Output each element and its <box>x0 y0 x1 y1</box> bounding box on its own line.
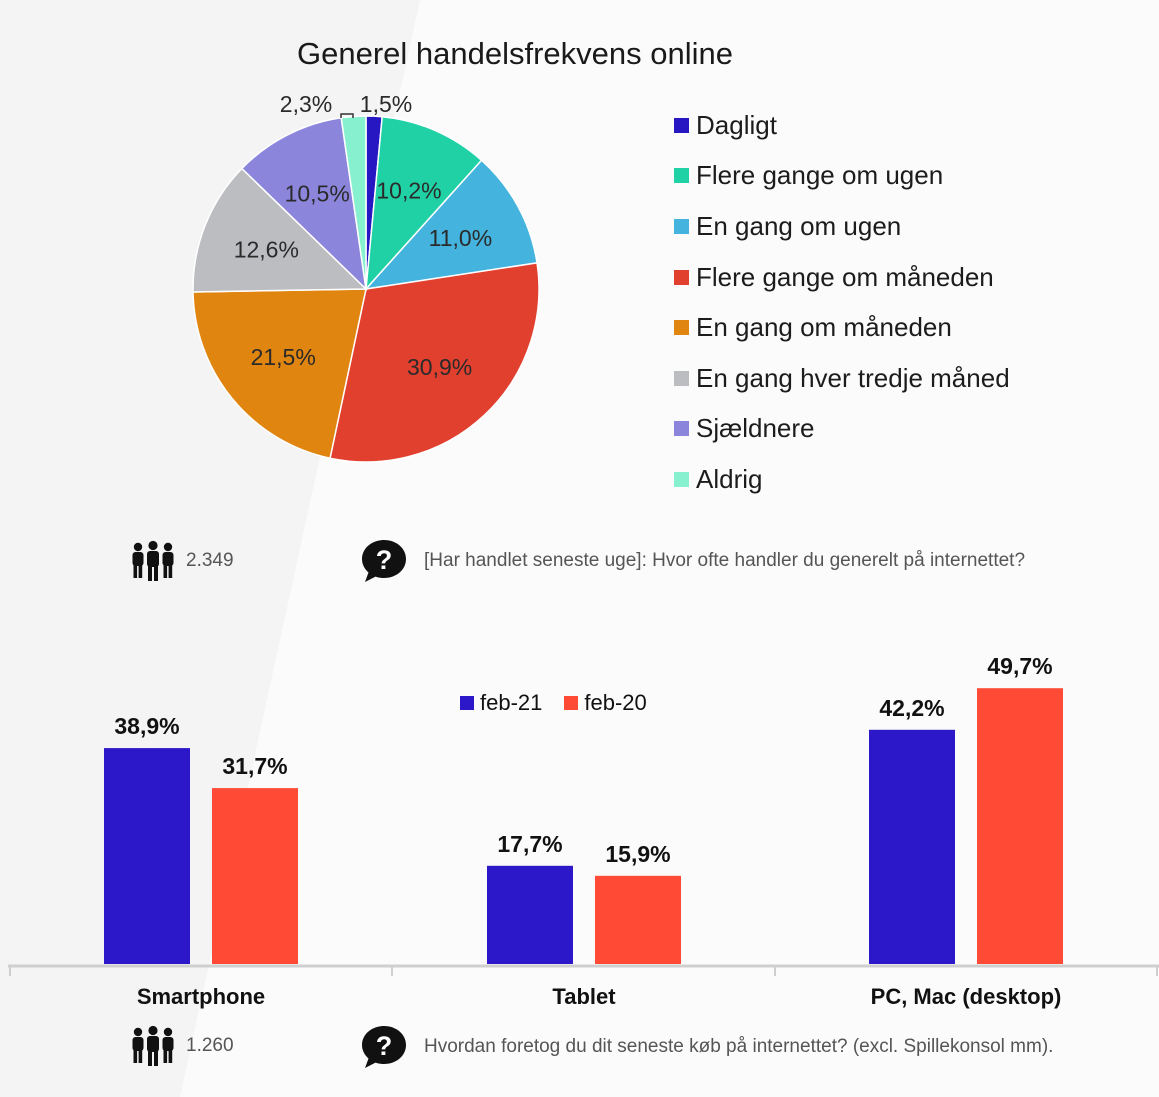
question-bubble-icon: ? <box>362 1026 406 1068</box>
x-tick-label: Smartphone <box>136 984 266 1009</box>
legend-item: Aldrig <box>674 454 1010 505</box>
legend-item: Sjældnere <box>674 404 1010 455</box>
pie-data-label: 30,9% <box>407 354 472 380</box>
bar-data-label: 42,2% <box>879 695 944 721</box>
bar-data-label: 15,9% <box>605 841 670 867</box>
legend-swatch <box>674 168 689 184</box>
legend-label: feb-21 <box>480 690 543 715</box>
people-icon <box>132 1025 174 1066</box>
bar-data-label: 38,9% <box>114 713 179 739</box>
x-tick-label: PC, Mac (desktop) <box>870 984 1062 1009</box>
pie-slice-sjældnere <box>240 116 368 292</box>
legend-swatch <box>674 218 689 234</box>
bar-question-text: Hvordan foretog du dit seneste køb på in… <box>424 1036 1054 1057</box>
pie-data-label: 12,6% <box>234 237 299 263</box>
pie-slice-en-gang-hver-tredje-måned <box>192 167 368 293</box>
pie-chart-title: Generel handelsfrekvens online <box>297 36 733 71</box>
legend-item: En gang om ugen <box>674 201 1010 252</box>
bar-data-label: 31,7% <box>222 753 287 779</box>
pie-slice-flere-gange-om-måneden <box>329 262 540 463</box>
legend-item: Flere gange om måneden <box>674 252 1010 303</box>
svg-text:?: ? <box>376 545 393 575</box>
legend-swatch <box>674 421 689 437</box>
bar-feb-20 <box>595 875 681 964</box>
people-icon <box>132 540 174 581</box>
legend-item: En gang om måneden <box>674 302 1010 353</box>
question-bubble-icon: ? <box>362 540 406 582</box>
bar-feb-21 <box>104 748 190 964</box>
legend-label: En gang hver tredje måned <box>696 362 1010 393</box>
pie-leader-line <box>340 113 354 118</box>
pie-data-label: 21,5% <box>251 344 316 370</box>
pie-chart: 1,5% 10,2% 11,0% 30,9% 21,5% 12,6% 10,5% 2,3% <box>192 91 540 463</box>
bar-feb-20 <box>977 688 1063 964</box>
legend-swatch <box>674 370 689 386</box>
legend-swatch <box>674 320 689 336</box>
legend-label: En gang om måneden <box>696 312 952 343</box>
legend-swatch <box>564 696 579 710</box>
pie-data-label: 2,3% <box>280 91 332 117</box>
pie-data-label: 10,2% <box>376 178 441 204</box>
pie-data-label: 11,0% <box>429 225 493 251</box>
bar-data-label: 49,7% <box>987 653 1052 679</box>
legend-swatch <box>674 269 689 285</box>
bar-respondents: 1.260 <box>130 1025 234 1067</box>
bar-question: ? Hvordan foretog du dit seneste køb på … <box>360 1024 1053 1070</box>
legend-label: Dagligt <box>696 109 777 140</box>
bar-respondents-count: 1.260 <box>186 1035 234 1056</box>
pie-question: ? [Har handlet seneste uge]: Hvor ofte h… <box>360 538 1025 584</box>
legend-item: Dagligt <box>674 100 1010 151</box>
legend-item: Flere gange om ugen <box>674 151 1010 202</box>
legend-label: En gang om ugen <box>696 210 902 241</box>
pie-question-text: [Har handlet seneste uge]: Hvor ofte han… <box>424 550 1026 571</box>
bar-legend: feb-21 feb-20 <box>460 690 669 716</box>
pie-legend: Dagligt Flere gange om ugen En gang om uge… <box>674 100 1010 505</box>
bar-feb-21 <box>869 729 955 964</box>
legend-label: Flere gange om måneden <box>696 261 994 292</box>
pie-data-label: 1,5% <box>360 91 412 117</box>
legend-swatch <box>674 471 689 487</box>
pie-slice-en-gang-om-ugen <box>364 159 538 291</box>
pie-slice-flere-gange-om-ugen <box>365 115 483 292</box>
bar-feb-20 <box>212 788 298 964</box>
legend-swatch <box>460 696 474 710</box>
bar-feb-21 <box>487 865 573 964</box>
bar-legend-item: feb-21 <box>460 690 542 716</box>
legend-label: feb-20 <box>584 690 647 715</box>
legend-item: En gang hver tredje måned <box>674 353 1010 404</box>
legend-label: Flere gange om ugen <box>696 160 944 191</box>
pie-data-label: 10,5% <box>285 181 350 207</box>
pie-respondents: 2.349 <box>130 540 234 582</box>
svg-text:?: ? <box>376 1031 393 1061</box>
legend-label: Sjældnere <box>696 413 815 444</box>
legend-swatch <box>674 117 689 133</box>
legend-label: Aldrig <box>696 463 763 494</box>
bar-data-label: 17,7% <box>497 831 562 857</box>
x-tick-label: Tablet <box>552 984 616 1009</box>
pie-slice-en-gang-om-måneden <box>192 288 367 460</box>
pie-respondents-count: 2.349 <box>186 550 234 571</box>
bar-legend-item: feb-20 <box>564 690 647 716</box>
